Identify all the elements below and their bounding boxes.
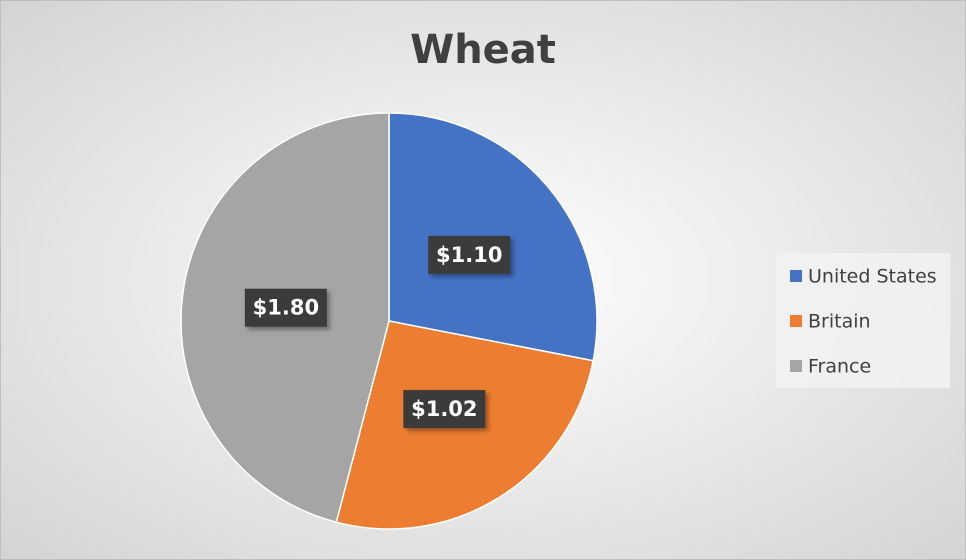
data-label-box (244, 288, 327, 327)
legend-label: Britain (808, 311, 871, 333)
data-label: $1.80 (253, 296, 319, 320)
legend-box (776, 253, 950, 388)
legend-label: France (808, 356, 871, 378)
legend-swatch (790, 270, 802, 282)
legend-label: United States (808, 266, 937, 288)
data-label-box (403, 390, 486, 429)
legend-swatch (790, 360, 802, 372)
data-label: $1.02 (411, 397, 477, 421)
data-label-box (428, 235, 511, 274)
legend-swatch (790, 315, 802, 327)
chart-title: Wheat (410, 27, 556, 73)
data-label: $1.10 (436, 243, 502, 267)
